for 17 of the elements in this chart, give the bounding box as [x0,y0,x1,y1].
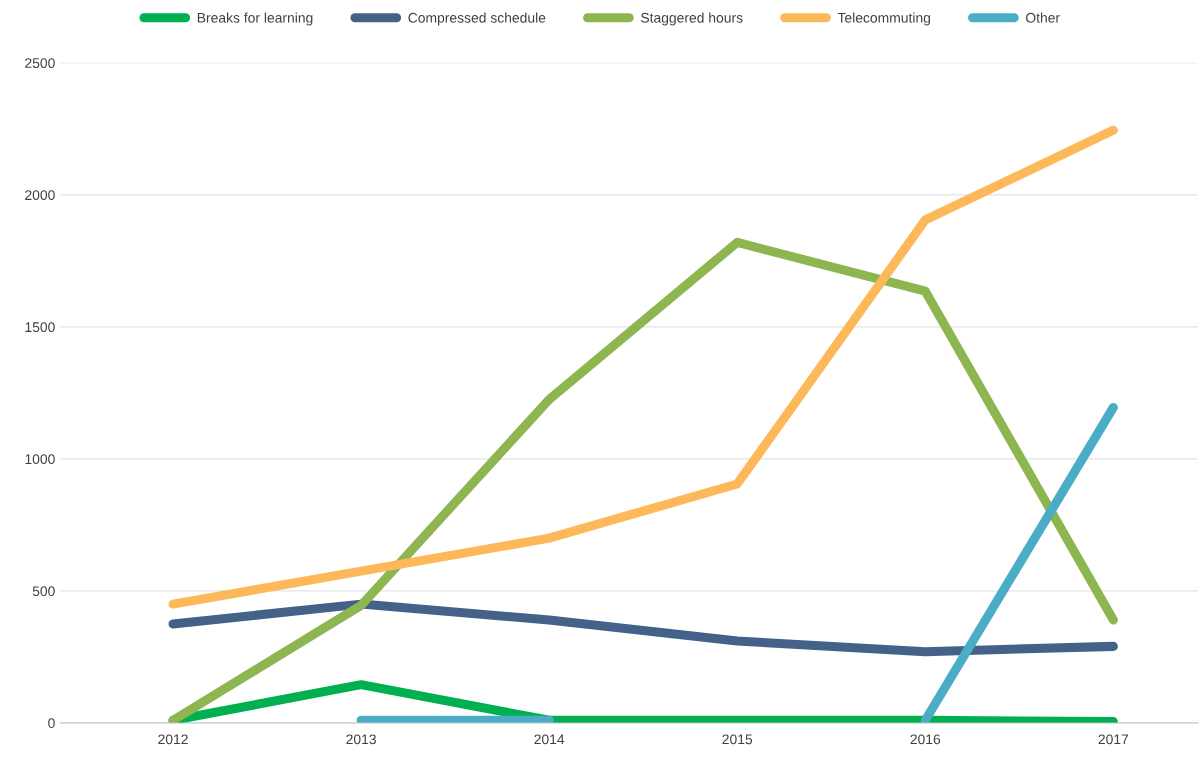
x-tick-label: 2017 [1098,734,1129,745]
x-tick-label: 2013 [346,734,376,745]
x-tick-label: 2012 [158,734,188,745]
legend-label: Compressed schedule [408,12,546,26]
legend-label: Other [1025,12,1060,23]
x-tick-label: 2015 [722,734,753,745]
legend-label: Breaks for learning [197,12,313,26]
y-tick-label: 2000 [25,190,55,201]
y-tick-label: 1000 [25,454,55,465]
y-tick-label: 2500 [25,58,55,68]
y-tick-label: 500 [32,586,55,597]
x-tick-label: 2014 [534,734,565,745]
legend-label: Telecommuting [837,12,930,26]
y-tick-label: 0 [48,718,55,729]
x-tick-label: 2016 [910,734,941,745]
legend-label: Staggered hours [640,12,743,26]
y-tick-label: 1500 [25,322,55,333]
